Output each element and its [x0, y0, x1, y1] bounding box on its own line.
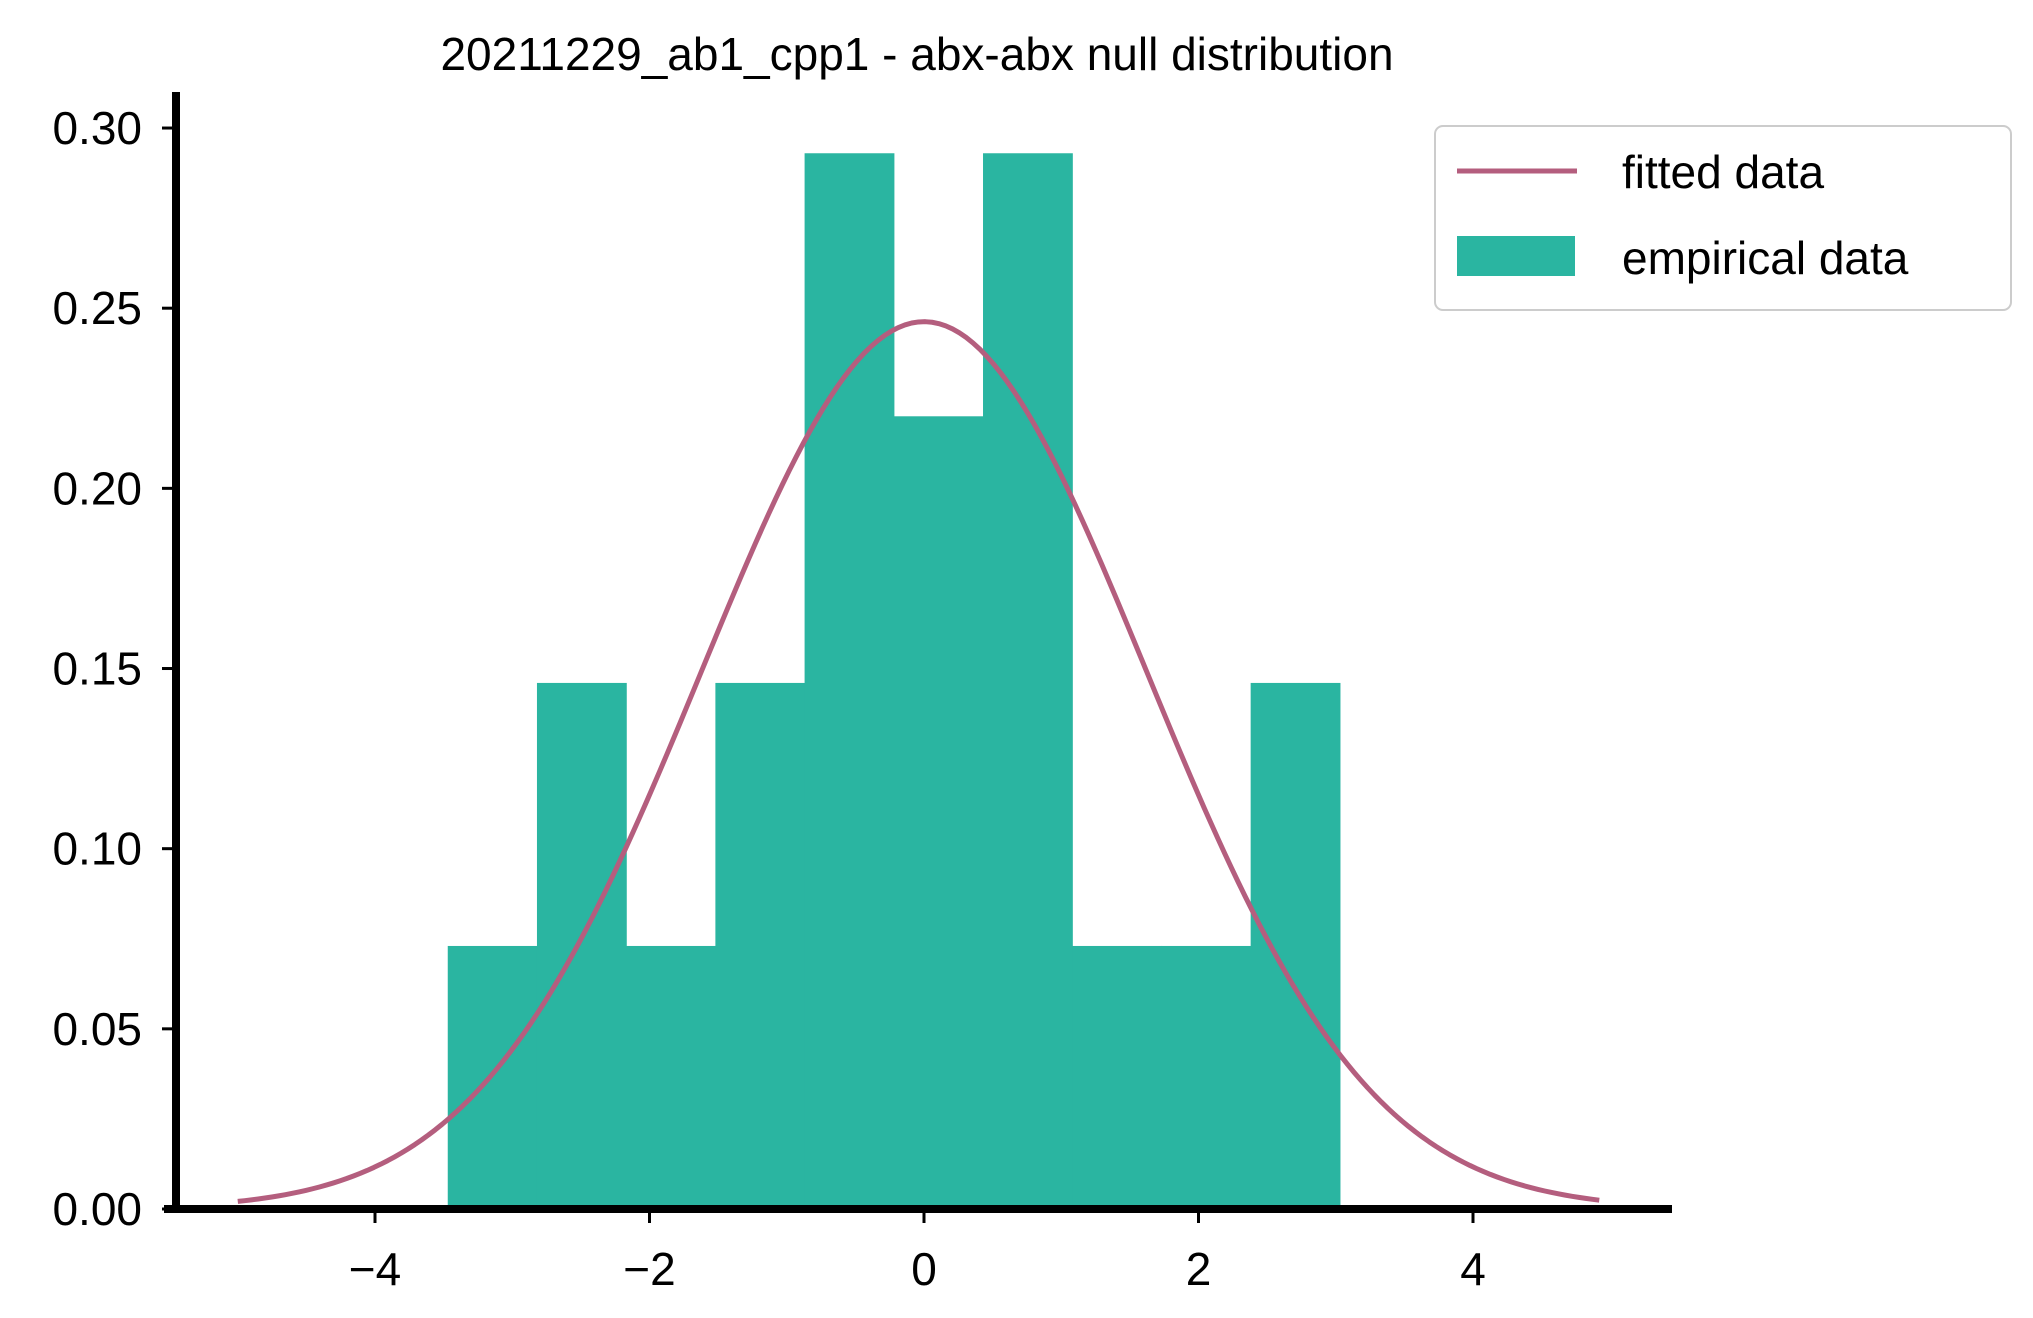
histogram-bar	[1250, 682, 1341, 1209]
histogram-bar	[715, 682, 806, 1209]
y-tick-label: 0.10	[52, 823, 142, 875]
legend-fitted-label: fitted data	[1622, 146, 1824, 198]
chart-title: 20211229_ab1_cpp1 - abx-abx null distrib…	[440, 28, 1393, 80]
histogram-bar	[983, 153, 1073, 1209]
legend: fitted data empirical data	[1434, 125, 2012, 311]
x-tick-label: −2	[623, 1243, 675, 1295]
x-tick-label: 2	[1186, 1243, 1212, 1295]
x-tick-label: 4	[1460, 1243, 1486, 1295]
legend-empirical-label: empirical data	[1622, 232, 1909, 284]
x-tick-label: 0	[911, 1243, 937, 1295]
legend-empirical-swatch	[1457, 236, 1575, 276]
histogram-bar	[1072, 945, 1163, 1209]
x-tick-label: −4	[349, 1243, 401, 1295]
fitted-data-line	[237, 319, 1600, 1204]
histogram-bar	[536, 682, 627, 1209]
y-tick-label: 0.30	[52, 102, 142, 154]
x-axis-ticks: −4 −2 0 2 4	[349, 1209, 1486, 1295]
histogram-bars	[447, 153, 1341, 1210]
y-tick-label: 0.20	[52, 462, 142, 514]
y-tick-label: 0.25	[52, 282, 142, 334]
histogram-bar	[804, 153, 895, 1209]
histogram-bar	[1161, 945, 1252, 1209]
y-tick-label: 0.15	[52, 643, 142, 695]
y-axis-ticks: 0.00 0.05 0.10 0.15 0.20 0.25 0.30	[52, 102, 176, 1235]
histogram-bar	[893, 416, 984, 1210]
legend-frame	[1434, 125, 2012, 311]
histogram-bar	[626, 945, 716, 1209]
y-tick-label: 0.05	[52, 1003, 142, 1055]
y-tick-label: 0.00	[52, 1183, 142, 1235]
